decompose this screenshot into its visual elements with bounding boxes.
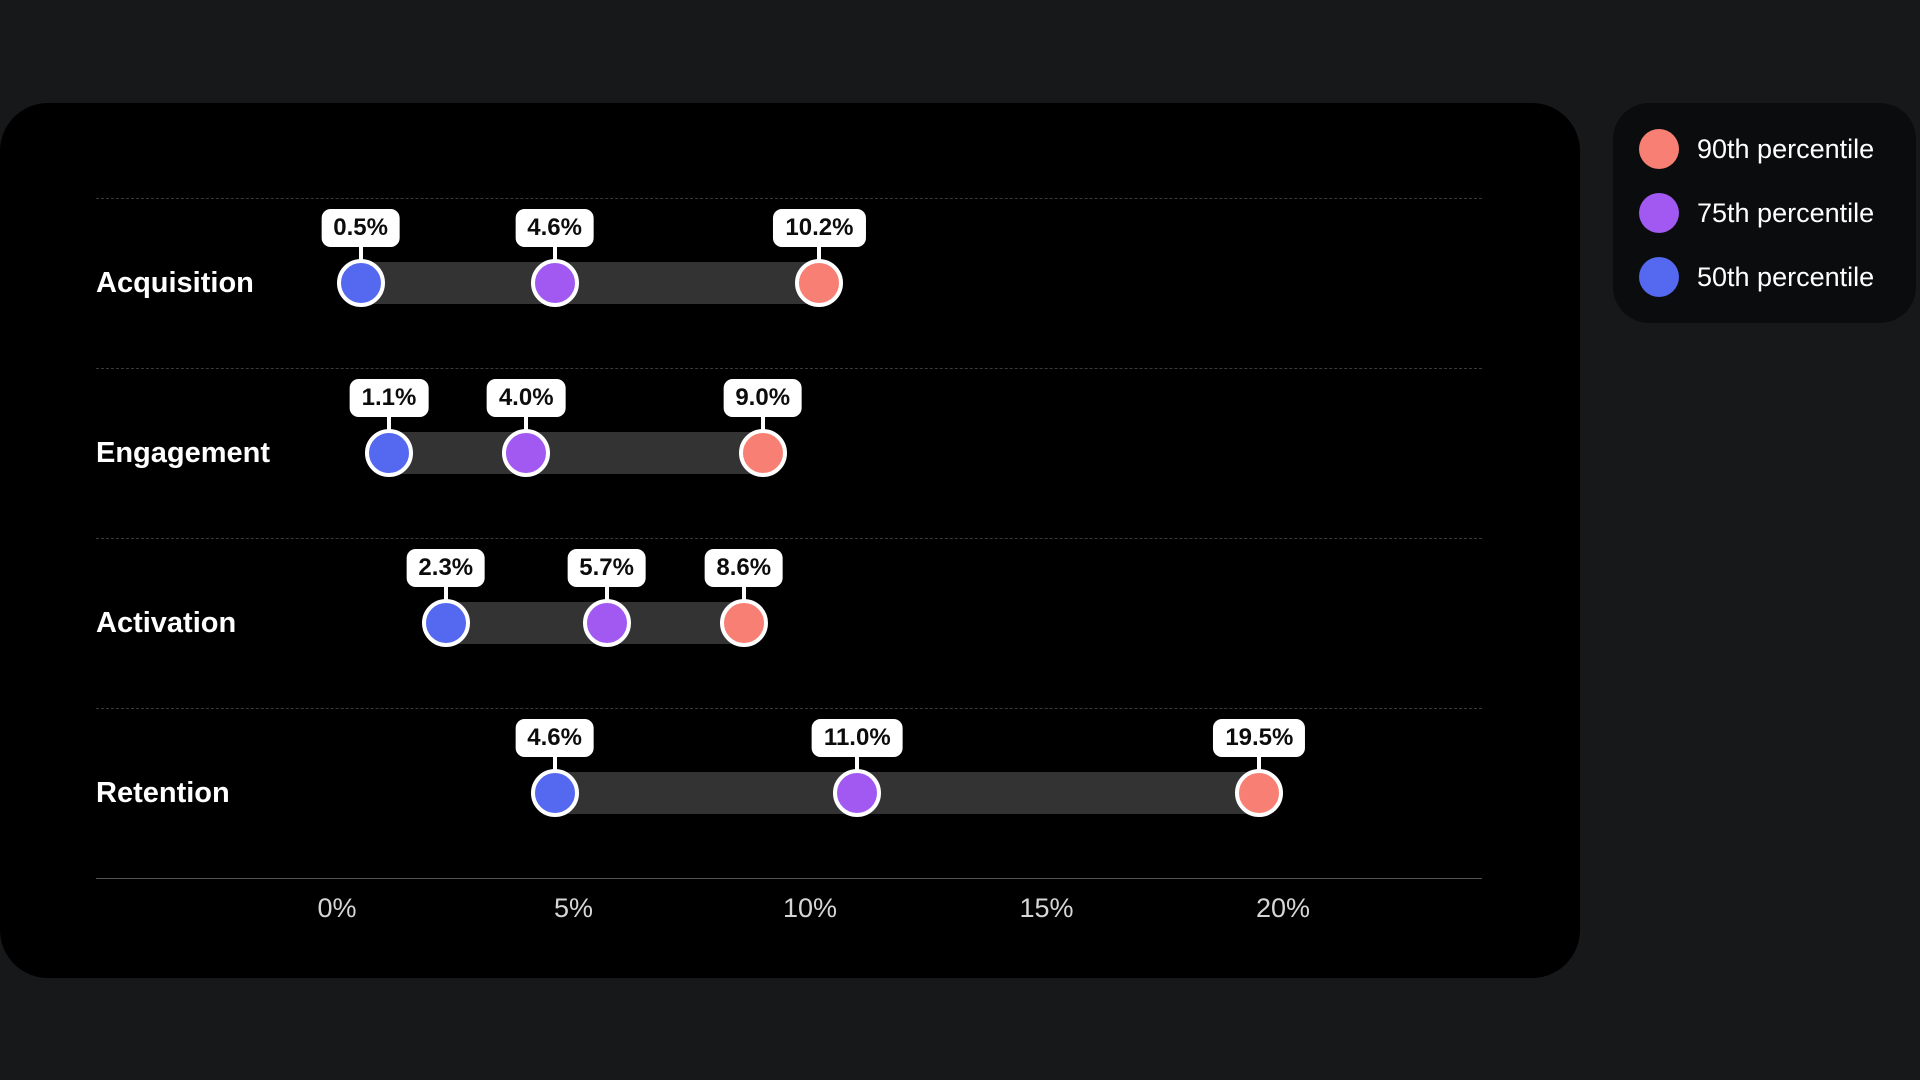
value-label-pill: 4.6% — [515, 209, 594, 247]
legend-swatch-p90 — [1639, 129, 1679, 169]
legend-swatch-p75 — [1639, 193, 1679, 233]
marker-p90[interactable] — [795, 259, 844, 307]
range-bar — [369, 432, 783, 474]
value-label-pill: 9.0% — [723, 379, 803, 417]
value-label-pill: 11.0% — [811, 719, 903, 757]
pill-connector — [552, 756, 557, 770]
marker-p50[interactable] — [421, 599, 470, 647]
value-label-pill: 0.5% — [321, 209, 400, 247]
legend: 90th percentile 75th percentile 50th perce… — [1613, 103, 1916, 323]
marker-p75[interactable] — [530, 259, 579, 307]
row-separator — [96, 708, 1482, 709]
pill-connector — [741, 586, 746, 600]
category-label: Retention — [96, 777, 230, 809]
x-tick-label: 5% — [553, 893, 594, 923]
marker-p75[interactable] — [833, 769, 882, 817]
legend-swatch-p50 — [1639, 257, 1679, 297]
range-bar — [340, 262, 840, 304]
row-separator — [96, 538, 1482, 539]
category-label: Acquisition — [96, 267, 254, 299]
legend-label: 90th percentile — [1697, 133, 1875, 164]
pill-connector — [817, 246, 822, 260]
pill-connector — [552, 246, 557, 260]
value-label-pill: 2.3% — [406, 549, 486, 587]
value-label-pill: 8.6% — [704, 549, 784, 587]
category-label: Activation — [96, 607, 237, 639]
chart-panel — [0, 103, 1580, 978]
pill-connector — [604, 586, 609, 600]
value-label-pill: 1.1% — [349, 379, 429, 417]
x-tick-label: 0% — [317, 893, 357, 923]
marker-p50[interactable] — [365, 429, 414, 477]
pill-connector — [524, 416, 529, 430]
marker-p75[interactable] — [582, 599, 631, 647]
marker-p90[interactable] — [719, 599, 768, 647]
row-separator — [96, 368, 1482, 369]
x-tick-label: 20% — [1255, 893, 1311, 923]
value-label-pill: 4.0% — [486, 379, 566, 417]
pill-connector — [358, 246, 363, 260]
legend-label: 50th percentile — [1697, 261, 1875, 292]
marker-p90[interactable] — [738, 429, 787, 477]
pill-connector — [1257, 756, 1262, 770]
marker-p90[interactable] — [1235, 769, 1284, 817]
legend-label: 75th percentile — [1697, 197, 1875, 228]
value-label-pill: 4.6% — [515, 719, 594, 757]
x-tick-label: 15% — [1019, 893, 1074, 923]
value-label-pill: 10.2% — [773, 209, 866, 247]
legend-item[interactable]: 90th percentile — [1639, 129, 1916, 169]
value-label-pill: 19.5% — [1213, 719, 1306, 757]
pill-connector — [760, 416, 765, 430]
legend-item[interactable]: 50th percentile — [1639, 257, 1916, 297]
marker-p50[interactable] — [336, 259, 385, 307]
x-axis-line — [96, 878, 1482, 879]
marker-p50[interactable] — [530, 769, 579, 817]
pill-connector — [443, 586, 448, 600]
row-separator — [96, 198, 1482, 199]
pill-connector — [387, 416, 392, 430]
range-bar — [534, 772, 1280, 814]
pill-connector — [855, 756, 860, 770]
category-label: Engagement — [96, 437, 271, 469]
value-label-pill: 5.7% — [567, 549, 646, 587]
marker-p75[interactable] — [502, 429, 551, 477]
x-tick-label: 10% — [782, 893, 838, 923]
legend-item[interactable]: 75th percentile — [1639, 193, 1916, 233]
